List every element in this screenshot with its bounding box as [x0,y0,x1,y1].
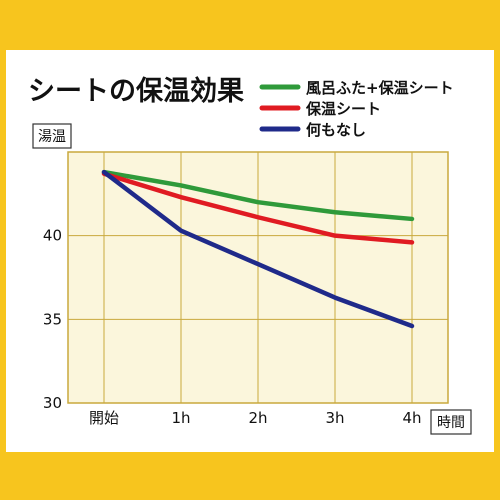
series-line [101,171,415,245]
x-tick-label: 開始 [89,409,119,427]
y-tick-label: 30 [43,394,62,412]
x-tick-label: 3h [325,409,344,427]
y-tick-label: 40 [43,227,62,245]
plot-area [67,151,449,404]
x-tick-label: 1h [171,409,190,427]
legend-label: 何もなし [306,121,366,139]
x-axis-ticks: 開始 1h 2h 3h 4h [89,409,422,427]
y-axis-label-frame [32,123,72,149]
legend-label: 保温シート [305,100,381,118]
x-axis-label: 時間 [437,415,465,431]
x-tick-label: 4h [402,409,421,427]
x-tick-label: 2h [248,409,267,427]
x-axis-label-box: 時間 [430,409,472,435]
x-axis-label-frame [430,409,472,435]
series-lines [101,169,415,329]
y-tick-label: 35 [43,310,62,328]
y-axis-label: 湯温 [38,128,66,145]
series-line [101,169,415,222]
chart-title: シートの保温効果 [28,75,244,107]
legend-label: 風呂ふた+保温シート [306,79,454,97]
y-axis-ticks: 30 35 40 [43,227,62,412]
series-line [101,169,415,329]
y-axis-label-box: 湯温 [32,123,72,149]
gridlines [68,152,448,403]
